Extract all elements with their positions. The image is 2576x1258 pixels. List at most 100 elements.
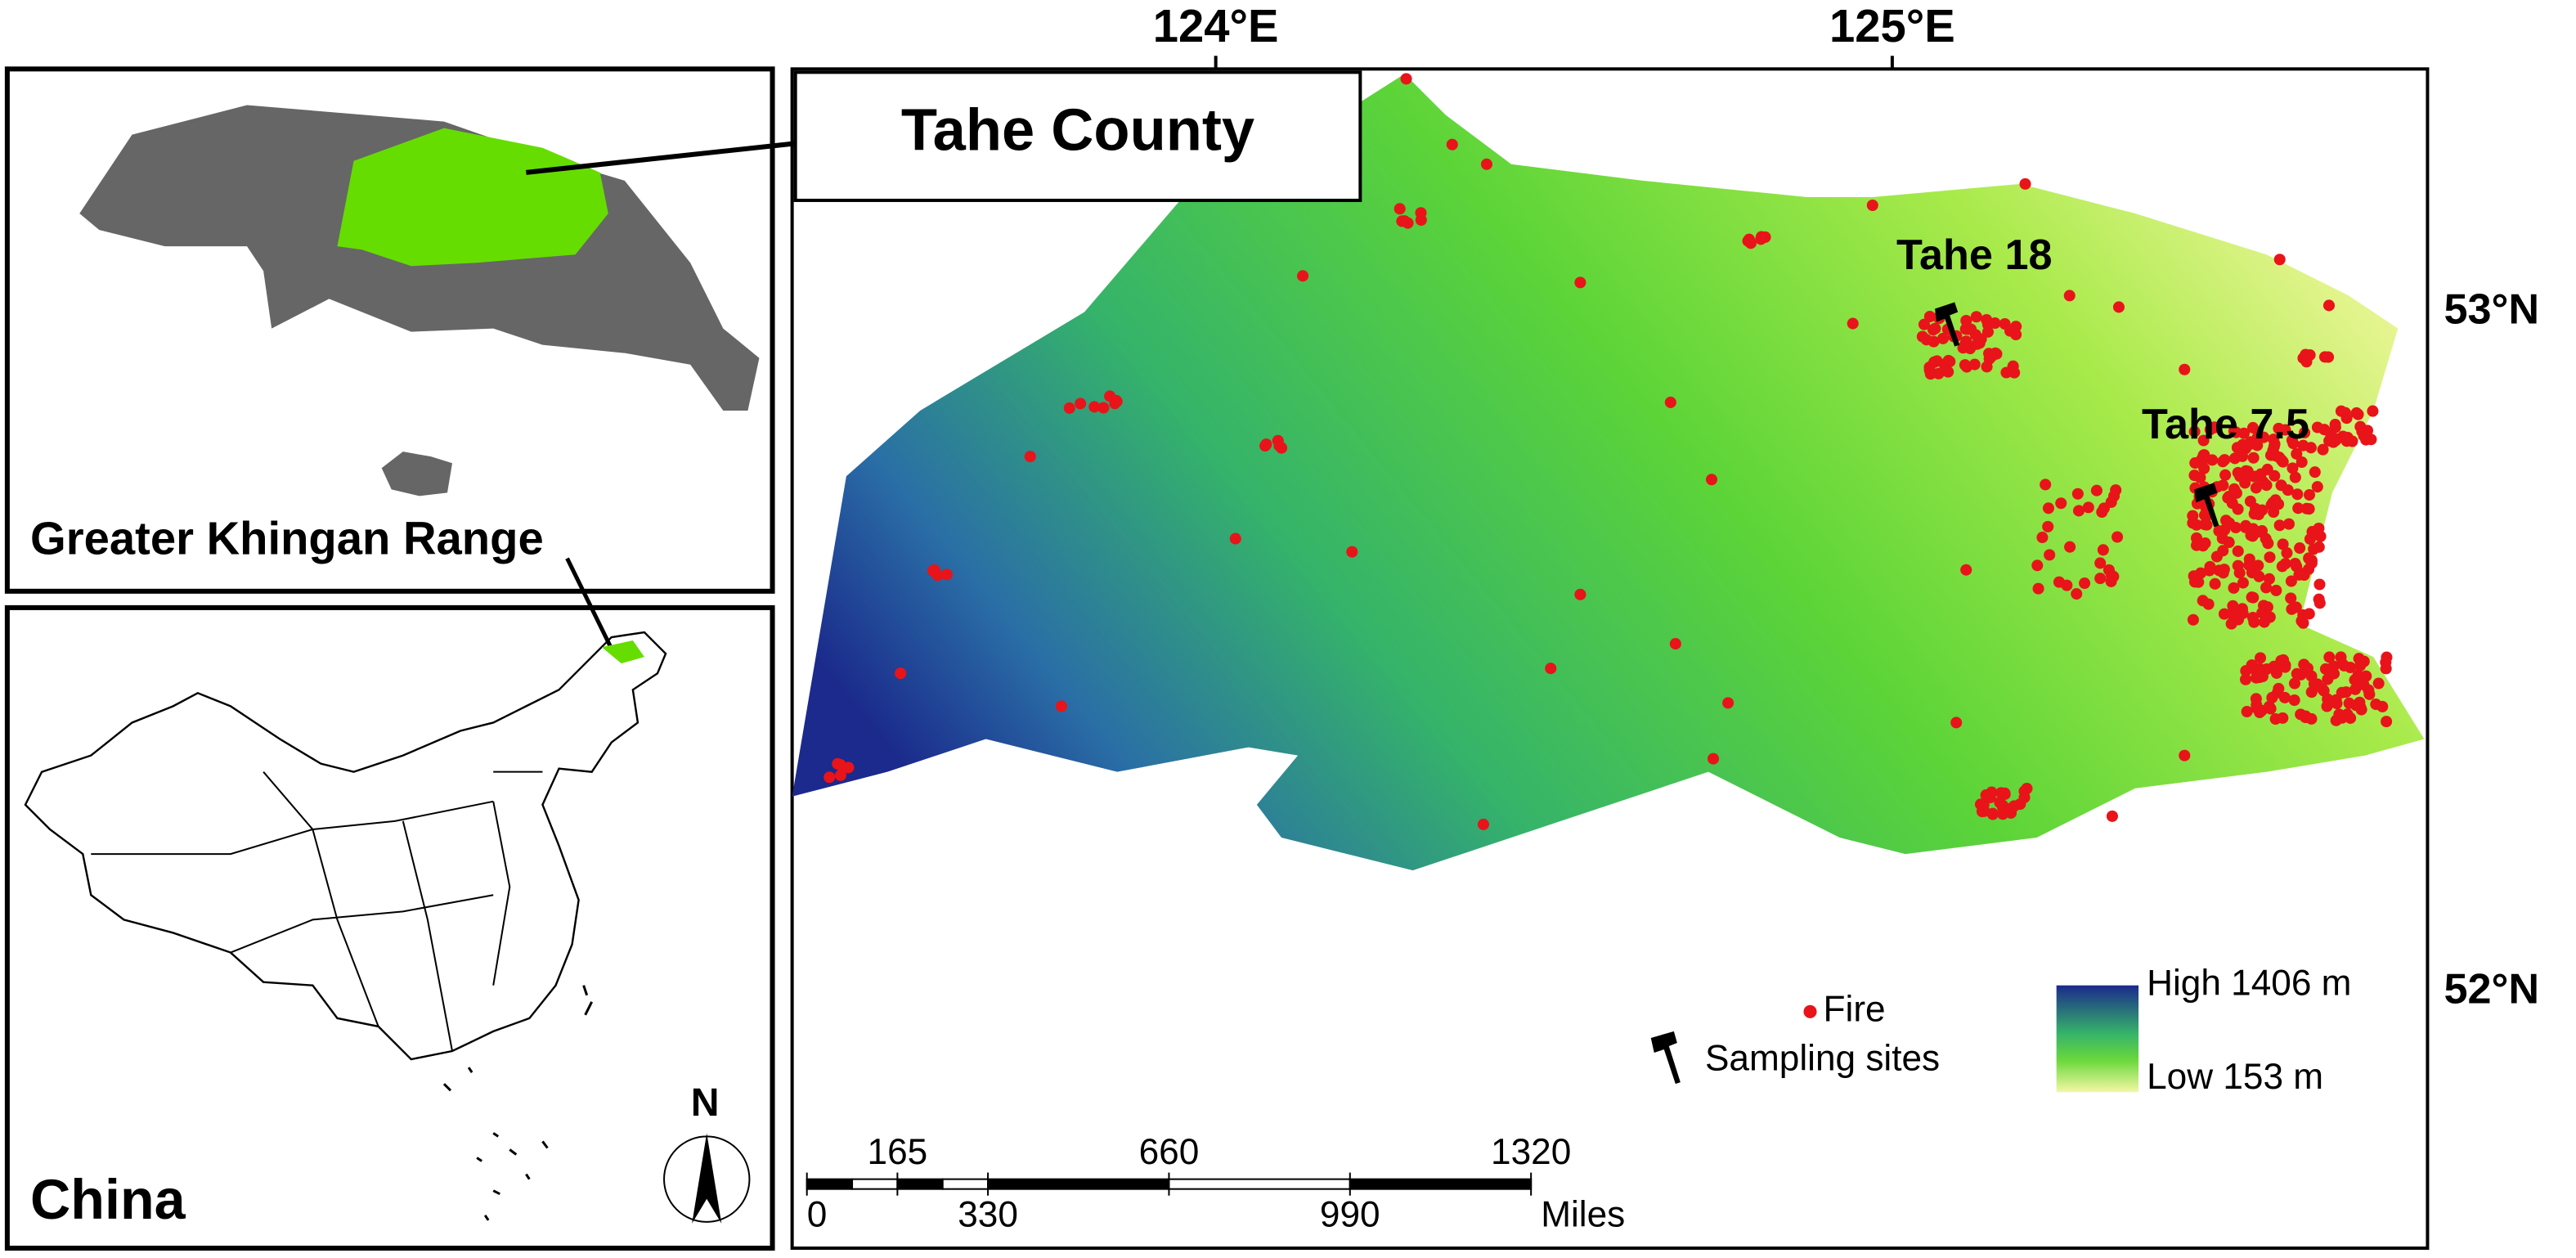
fire-point — [2329, 421, 2341, 434]
fire-point — [2260, 582, 2273, 594]
fire-point — [2294, 542, 2306, 555]
fire-point — [1346, 546, 1358, 558]
fire-point — [2254, 652, 2267, 664]
fire-point — [1104, 390, 1116, 402]
fire-point — [2340, 435, 2353, 447]
fire-point — [1916, 330, 1928, 343]
fire-point — [1400, 73, 1412, 85]
fire-point — [2297, 609, 2309, 621]
fire-point — [1923, 310, 1936, 323]
fire-point — [2279, 424, 2291, 436]
fire-point — [2303, 552, 2315, 564]
fire-point — [2270, 667, 2282, 679]
fire-point — [2248, 616, 2260, 628]
fire-point — [834, 758, 846, 771]
fire-point — [2219, 454, 2231, 466]
fire-point — [1055, 700, 1067, 712]
fire-point — [2044, 549, 2056, 561]
fire-point — [2330, 434, 2342, 447]
fire-point — [2250, 672, 2262, 684]
fire-point — [1574, 276, 1586, 289]
fire-point — [1928, 356, 1941, 368]
fire-point — [2192, 576, 2205, 588]
fire-point — [2252, 559, 2264, 572]
fire-point — [2036, 532, 2049, 544]
fire-point — [2262, 537, 2274, 550]
fire-point — [2240, 665, 2252, 677]
fire-point — [2195, 567, 2207, 579]
fire-point — [1981, 361, 1993, 373]
fire-point — [2232, 545, 2244, 557]
fire-point — [940, 568, 953, 581]
fire-point — [2237, 577, 2249, 589]
fire-point — [2297, 439, 2309, 452]
fire-point — [2263, 573, 2275, 585]
fire-point — [2094, 573, 2107, 585]
fire-point — [2260, 479, 2273, 492]
title-box — [793, 70, 1362, 202]
fire-point — [2305, 712, 2318, 725]
fire-point — [2281, 547, 2293, 559]
fire-point — [2288, 677, 2301, 690]
fire-point — [2336, 686, 2348, 699]
fire-point — [1866, 199, 1878, 212]
scale-segment — [1168, 1178, 1351, 1190]
fire-point — [2064, 541, 2076, 553]
fire-point — [1938, 358, 1950, 371]
fire-point — [2194, 471, 2206, 483]
scale-segment — [851, 1178, 899, 1190]
fire-point — [2256, 607, 2269, 619]
fire-point — [2007, 360, 2019, 372]
fire-point — [2206, 454, 2219, 466]
fire-point — [2303, 489, 2316, 501]
fire-point — [1415, 207, 1427, 219]
fire-point — [2190, 519, 2202, 531]
tahe-in-china — [601, 640, 644, 664]
fire-point — [2196, 452, 2208, 465]
lon-label: 124°E — [1153, 0, 1279, 52]
scale-unit: Miles — [1541, 1194, 1625, 1234]
fire-point — [1936, 332, 1949, 344]
legend-fire: Fire — [1824, 989, 1886, 1029]
fire-point — [2317, 443, 2329, 456]
legend-fire-symbol — [1803, 1004, 1817, 1018]
fire-point — [2350, 699, 2363, 712]
fire-point — [2336, 712, 2348, 724]
fire-point — [1970, 311, 1982, 323]
fire-point — [2311, 481, 2323, 493]
title: Tahe County — [901, 98, 1254, 164]
islands — [442, 985, 594, 1221]
fire-point — [2338, 659, 2350, 672]
north-label: N — [691, 1081, 720, 1125]
fire-point — [1924, 368, 1936, 380]
fire-point — [2096, 505, 2108, 519]
fire-point — [2061, 579, 2073, 591]
fire-point — [2270, 584, 2282, 596]
fire-point — [2241, 706, 2253, 718]
scale-label: 1320 — [1491, 1132, 1571, 1172]
fire-point — [2335, 405, 2347, 417]
fire-point — [2318, 424, 2331, 436]
fire-point — [2218, 564, 2230, 576]
legend-high: High 1406 m — [2147, 963, 2351, 1003]
fire-point — [1393, 203, 1406, 215]
fire-point — [1974, 798, 1987, 811]
fire-point — [1960, 314, 1972, 327]
fire-point — [1929, 322, 1941, 335]
terrain — [792, 74, 2425, 871]
scale-bar: 0 165 330 660 990 1320 Miles — [806, 1132, 1625, 1234]
scale-segment — [987, 1178, 1170, 1190]
fire-point — [1402, 217, 1414, 229]
fire-point — [2316, 683, 2328, 695]
fire-point — [1705, 474, 1718, 486]
fire-point — [2353, 653, 2365, 665]
fire-point — [2204, 424, 2216, 436]
fire-point — [2237, 427, 2250, 439]
fire-point — [2251, 702, 2263, 714]
fire-point — [2313, 578, 2326, 591]
fire-point — [2243, 559, 2255, 571]
fire-point — [2253, 570, 2265, 582]
fire-point — [2234, 470, 2246, 483]
